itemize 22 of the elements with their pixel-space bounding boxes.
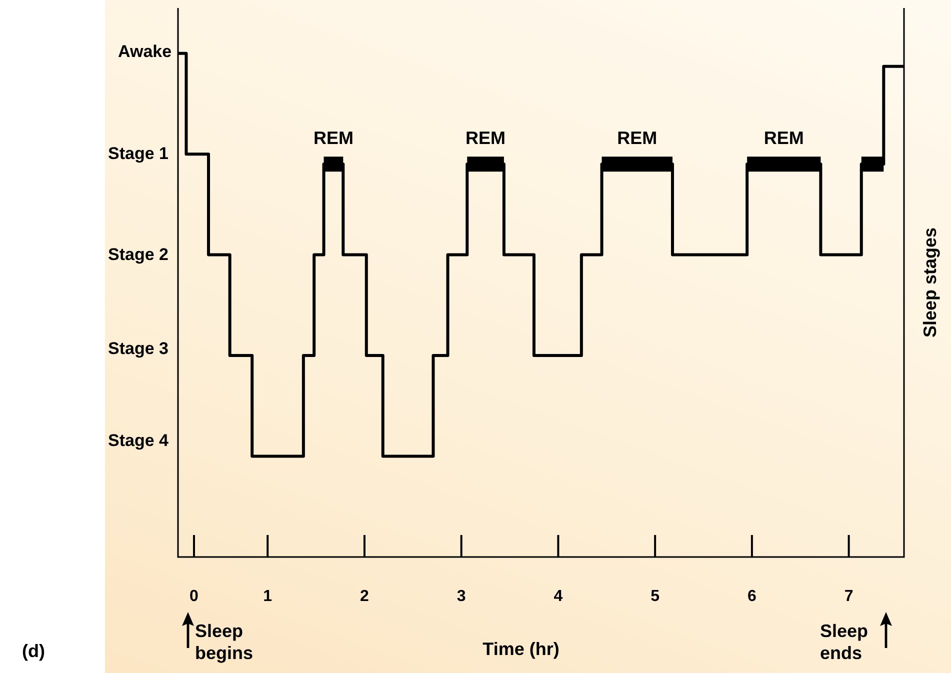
- x-tick-label: 3: [456, 588, 466, 606]
- annotation: REM: [617, 128, 658, 148]
- text: Awake: [118, 41, 173, 63]
- text: Stage 2: [108, 244, 170, 266]
- x-tick-label: 1: [263, 588, 272, 606]
- text: Stage 1: [108, 143, 170, 165]
- x-tick-label: 0: [190, 588, 199, 606]
- y-axis-title: Sleep stages: [920, 227, 940, 338]
- text: (d): [22, 640, 46, 662]
- text: Sleep ends: [820, 620, 870, 664]
- text: Stage 4: [108, 430, 170, 452]
- annotation: REM: [764, 128, 804, 148]
- x-tick-label: 5: [650, 588, 660, 606]
- x-tick-label: 2: [360, 588, 370, 606]
- x-tick-label: 7: [844, 588, 854, 606]
- x-tick-label: 6: [747, 588, 756, 606]
- annotation: REM: [466, 128, 506, 148]
- text: Stage 3: [108, 338, 170, 360]
- annotation: REM: [313, 128, 354, 148]
- x-axis-title: Time (hr): [482, 639, 560, 659]
- x-tick-label: 4: [554, 588, 563, 606]
- text: Sleep begins: [195, 620, 254, 664]
